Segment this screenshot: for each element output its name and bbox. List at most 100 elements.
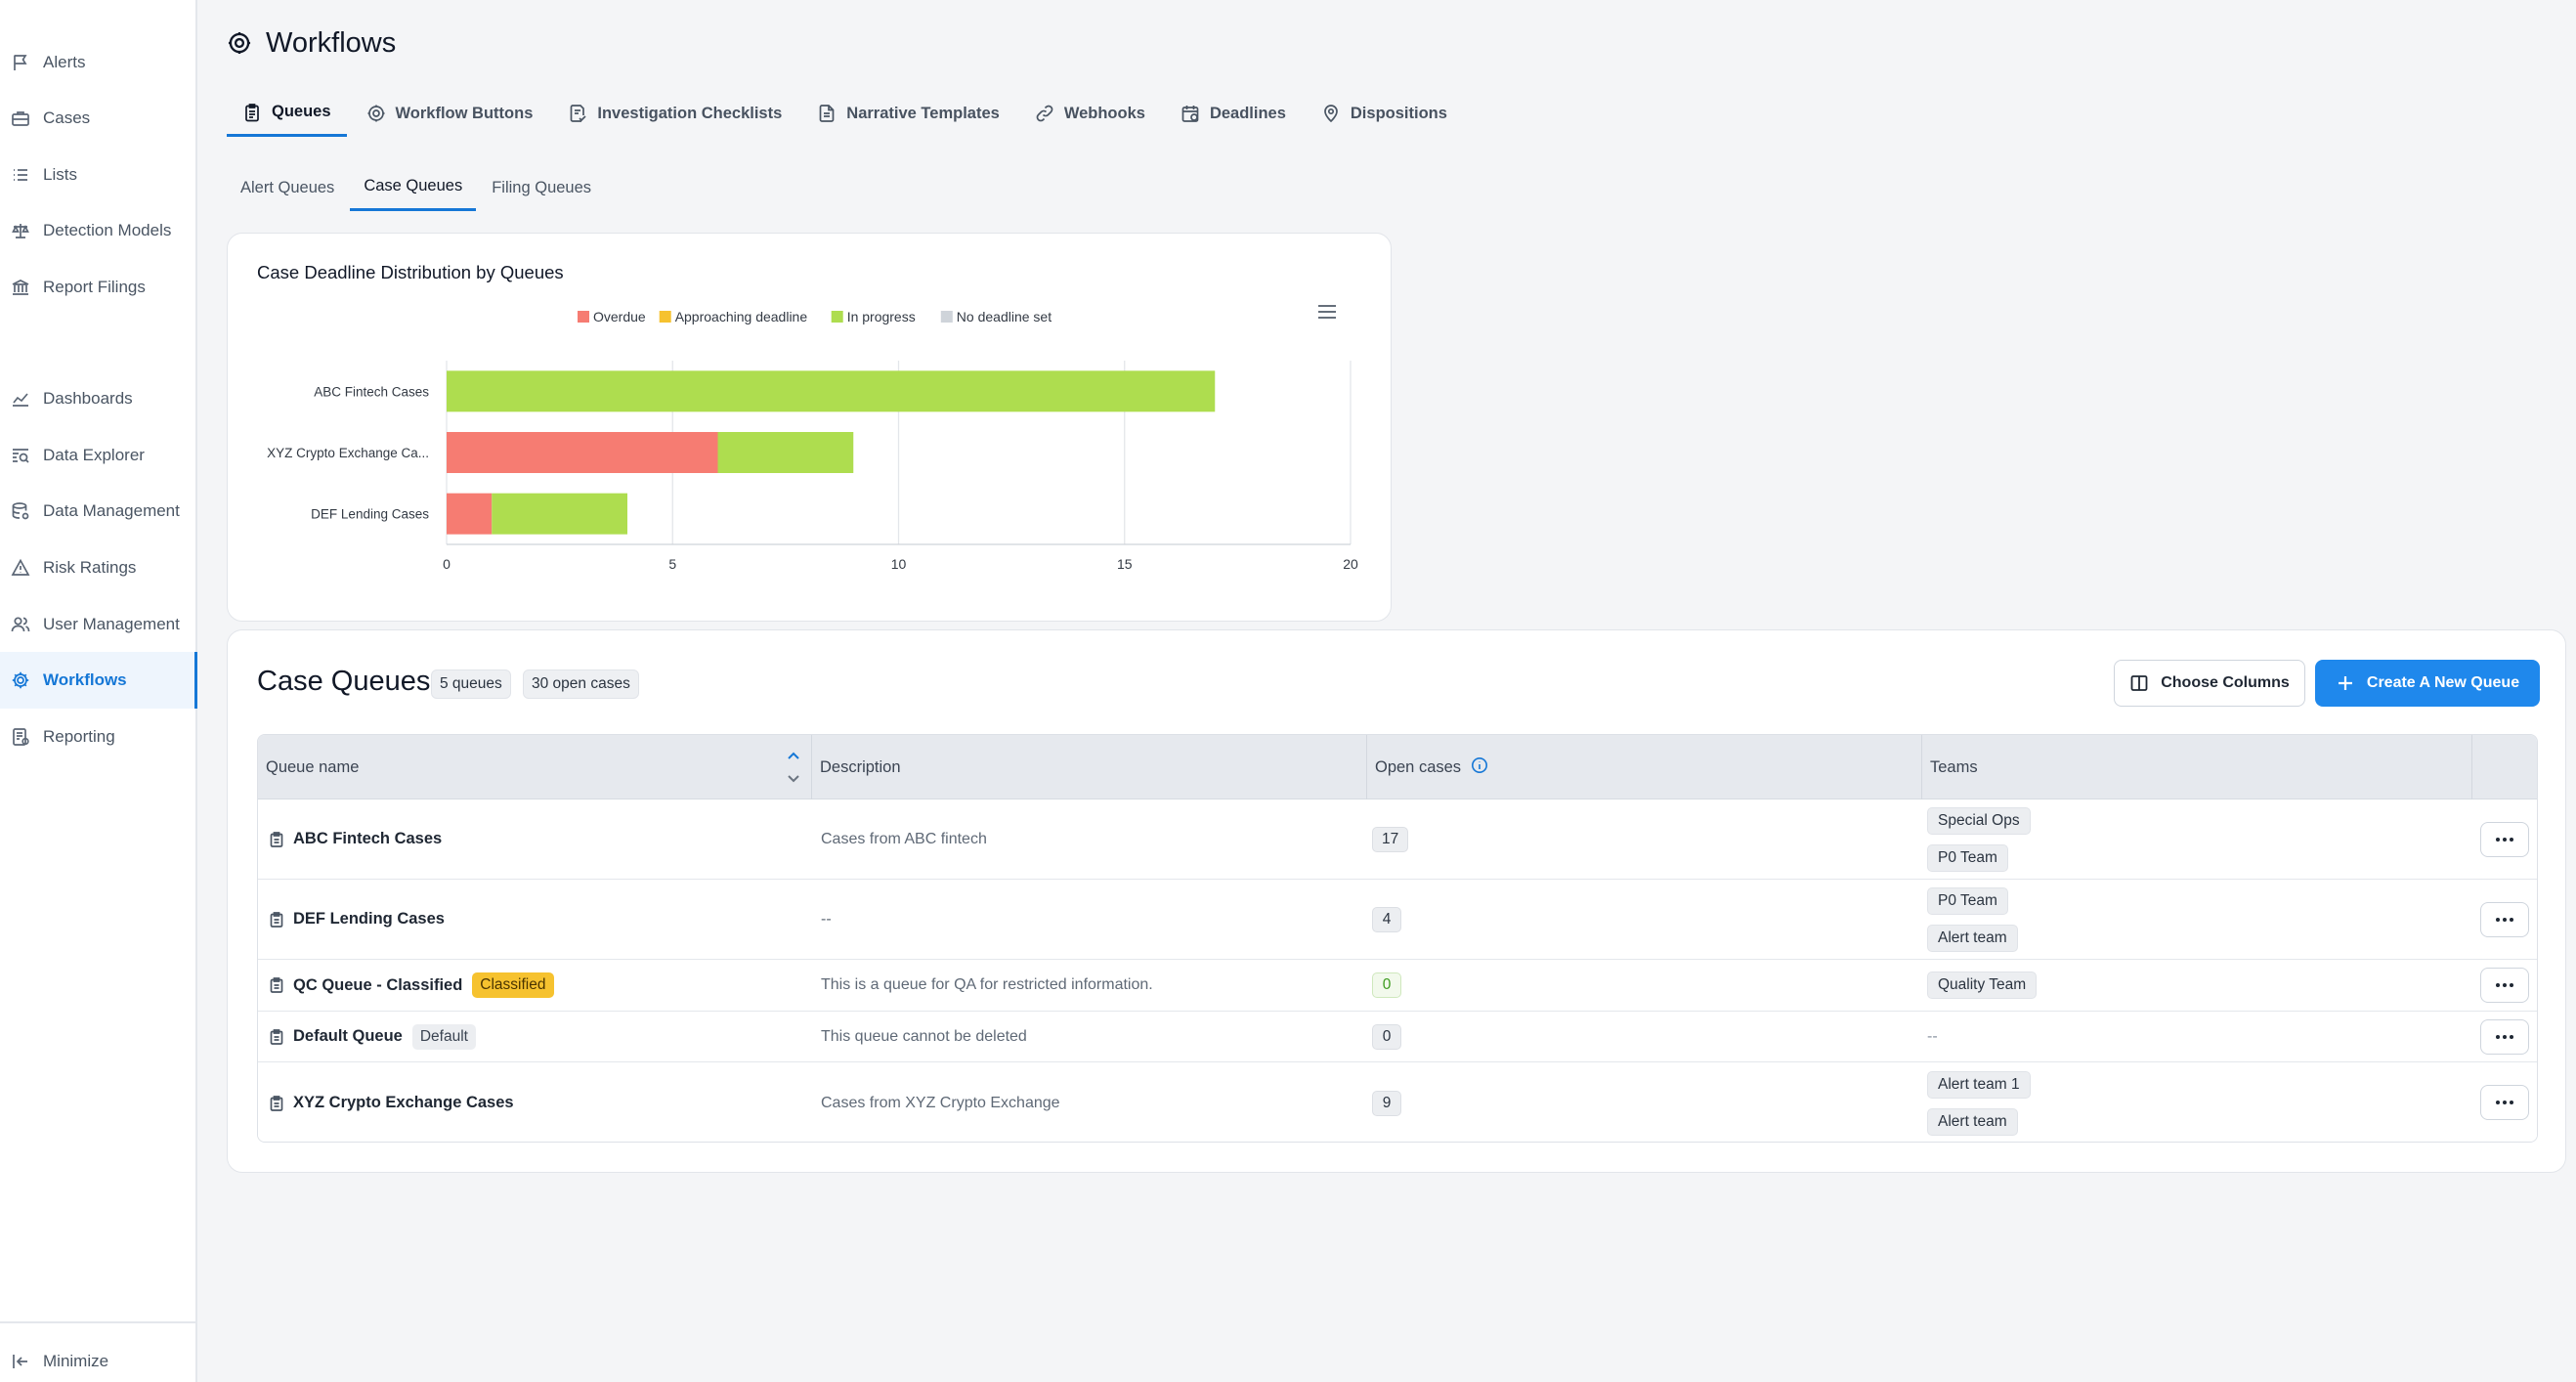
row-actions-button[interactable]: [2480, 968, 2529, 1003]
team-tag: Alert team: [1927, 1107, 2018, 1136]
tab-label: Webhooks: [1063, 104, 1145, 122]
sidebar-item-lists[interactable]: Lists: [0, 147, 197, 203]
legend-label[interactable]: No deadline set: [957, 309, 1052, 324]
subtab-alert-queues[interactable]: Alert Queues: [240, 178, 335, 196]
x-tick-label: 10: [891, 556, 907, 572]
bar-segment[interactable]: [447, 432, 718, 473]
column-header-open-cases[interactable]: Open cases: [1367, 735, 1922, 799]
line-chart-icon: [10, 388, 31, 410]
legend-swatch[interactable]: [659, 311, 671, 323]
sidebar-item-label: Risk Ratings: [43, 558, 137, 577]
row-actions-button[interactable]: [2480, 1085, 2529, 1120]
tab-label: Deadlines: [1209, 104, 1286, 122]
page-title-text: Workflows: [266, 26, 397, 59]
default-tag: Default: [411, 1023, 476, 1050]
bar-segment[interactable]: [447, 370, 1216, 412]
sidebar-item-data-management[interactable]: Data Management: [0, 483, 197, 540]
tab-investigation-checklists[interactable]: Investigation Checklists: [552, 90, 797, 137]
sidebar-item-reporting[interactable]: Reporting: [0, 709, 197, 765]
queues-count-badge: 5 queues: [431, 669, 511, 699]
minimize-button[interactable]: Minimize: [0, 1333, 197, 1382]
sidebar-item-detection-models[interactable]: Detection Models: [0, 202, 197, 259]
sidebar-item-alerts[interactable]: Alerts: [0, 34, 197, 91]
open-cases-cell: 0: [1372, 960, 1401, 1011]
queue-name-cell: XYZ Crypto Exchange Cases: [270, 1062, 514, 1142]
sidebar-item-report-filings[interactable]: Report Filings: [0, 259, 197, 316]
sidebar-item-data-explorer[interactable]: Data Explorer: [0, 427, 197, 484]
row-actions-button[interactable]: [2480, 902, 2529, 937]
legend-label[interactable]: In progress: [847, 309, 916, 324]
scale-icon: [10, 220, 31, 241]
tab-narrative-templates[interactable]: Narrative Templates: [801, 90, 1015, 137]
calendar-icon: [1181, 106, 1199, 122]
column-header-queue-name[interactable]: Queue name: [258, 735, 812, 799]
create-queue-button[interactable]: Create A New Queue: [2315, 660, 2540, 707]
gear-icon: [228, 31, 251, 55]
sort-icon[interactable]: [786, 747, 801, 788]
document-icon: [819, 105, 835, 122]
clipboard-icon: [270, 977, 283, 993]
team-tag: P0 Team: [1927, 886, 2008, 915]
tab-queues[interactable]: Queues: [227, 90, 347, 137]
teams-cell: Special Ops P0 Team: [1927, 799, 2031, 879]
sidebar-item-risk-ratings[interactable]: Risk Ratings: [0, 540, 197, 596]
table-row[interactable]: QC Queue - Classified Classified This is…: [258, 960, 2537, 1012]
column-header-description[interactable]: Description: [812, 735, 1367, 799]
table-row[interactable]: ABC Fintech Cases Cases from ABC fintech…: [258, 799, 2537, 880]
open-cases-count: 17: [1372, 826, 1409, 852]
clipboard-icon: [270, 1028, 283, 1045]
legend-swatch[interactable]: [940, 311, 953, 323]
subtab-case-queues[interactable]: Case Queues: [350, 164, 477, 211]
minimize-label: Minimize: [43, 1352, 109, 1370]
row-actions-button[interactable]: [2480, 822, 2529, 857]
page-title: Workflows: [227, 23, 396, 63]
chart-title: Case Deadline Distribution by Queues: [257, 262, 564, 282]
classified-tag: Classified: [472, 972, 554, 998]
table-row[interactable]: Default Queue Default This queue cannot …: [258, 1012, 2537, 1062]
sidebar-item-label: Workflows: [43, 670, 127, 689]
section-title: Case Queues: [257, 666, 431, 697]
tab-workflow-buttons[interactable]: Workflow Buttons: [351, 90, 549, 137]
column-header-teams[interactable]: Teams: [1922, 735, 2472, 799]
bar-segment[interactable]: [717, 432, 854, 473]
link-icon: [1036, 105, 1053, 122]
sidebar-item-dashboards[interactable]: Dashboards: [0, 370, 197, 427]
plus-icon: [2338, 676, 2352, 690]
tab-webhooks[interactable]: Webhooks: [1019, 90, 1161, 137]
queue-description: Cases from ABC fintech: [821, 830, 987, 847]
sidebar-item-workflows[interactable]: Workflows: [0, 652, 197, 709]
flag-icon: [10, 52, 31, 73]
info-icon[interactable]: [1461, 756, 1488, 779]
legend-swatch[interactable]: [831, 311, 843, 323]
row-actions-button[interactable]: [2480, 1019, 2529, 1055]
table-header: Queue name Description Open cases Teams: [258, 735, 2537, 799]
tab-deadlines[interactable]: Deadlines: [1165, 90, 1302, 137]
team-tag: P0 Team: [1927, 843, 2008, 872]
legend-swatch[interactable]: [578, 311, 589, 323]
chart-category-labels: ABC Fintech Cases XYZ Crypto Exchange Ca.…: [267, 384, 429, 521]
chart-menu-icon[interactable]: [1314, 302, 1342, 325]
open-cases-count: 4: [1372, 906, 1401, 932]
sidebar-divider: [0, 1321, 197, 1323]
choose-columns-button[interactable]: Choose Columns: [2114, 660, 2305, 707]
legend-label[interactable]: Approaching deadline: [675, 309, 808, 324]
sidebar-item-label: Report Filings: [43, 278, 146, 296]
gear-icon: [10, 669, 31, 691]
tab-label: Narrative Templates: [846, 104, 1000, 122]
open-cases-cell: 0: [1372, 1012, 1401, 1061]
bar-segment[interactable]: [492, 493, 627, 535]
queue-name: QC Queue - Classified: [293, 975, 463, 994]
bank-icon: [10, 277, 31, 298]
tab-label: Queues: [272, 103, 331, 120]
tab-dispositions[interactable]: Dispositions: [1306, 90, 1463, 137]
table-row[interactable]: XYZ Crypto Exchange Cases Cases from XYZ…: [258, 1062, 2537, 1142]
deadline-distribution-chart: Case Deadline Distribution by Queues Ove…: [257, 262, 1358, 572]
queue-name: XYZ Crypto Exchange Cases: [293, 1094, 514, 1111]
sidebar-item-user-management[interactable]: User Management: [0, 596, 197, 653]
sidebar-item-cases[interactable]: Cases: [0, 90, 197, 147]
table-row[interactable]: DEF Lending Cases -- 4 P0 Team Alert tea…: [258, 880, 2537, 960]
more-horizontal-icon: [2496, 1035, 2513, 1039]
legend-label[interactable]: Overdue: [593, 309, 646, 324]
bar-segment[interactable]: [447, 493, 493, 535]
subtab-filing-queues[interactable]: Filing Queues: [492, 178, 592, 196]
